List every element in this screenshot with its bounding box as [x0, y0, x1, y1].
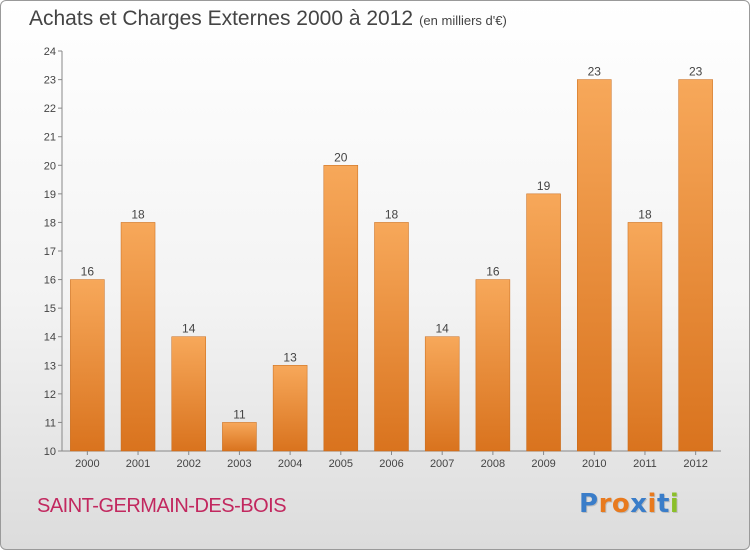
logo-letter: o [611, 489, 631, 519]
data-label-2002: 14 [182, 322, 196, 336]
x-tick-label-2004: 2004 [278, 458, 302, 470]
data-label-2011: 18 [638, 207, 652, 221]
y-tick-label: 12 [44, 389, 56, 401]
bar-2002 [171, 336, 206, 452]
x-tick-label-2007: 2007 [430, 458, 454, 470]
y-tick-label: 18 [44, 217, 56, 229]
y-tick-label: 20 [44, 160, 56, 172]
data-label-2006: 18 [385, 207, 399, 221]
bar-2006 [374, 222, 409, 452]
proxiti-logo[interactable]: Proxiti [579, 489, 679, 519]
y-tick-label: 22 [44, 103, 56, 115]
x-tick-label-2005: 2005 [329, 458, 353, 470]
y-tick-label: 11 [45, 417, 56, 429]
x-tick-label-2002: 2002 [176, 458, 200, 470]
x-tick-label-2012: 2012 [683, 458, 707, 470]
chart-subtitle: (en milliers d'€) [419, 13, 507, 28]
logo-letter: r [598, 489, 612, 519]
chart-title: Achats et Charges Externes 2000 à 2012 [29, 7, 414, 30]
commune-name: SAINT-GERMAIN-DES-BOIS [37, 495, 287, 517]
y-tick-label: 13 [44, 360, 56, 372]
x-tick-label-2009: 2009 [531, 458, 555, 470]
data-label-2001: 18 [131, 207, 145, 221]
chart-title-row: Achats et Charges Externes 2000 à 2012 (e… [29, 7, 507, 31]
logo-letter: t [656, 489, 670, 519]
data-label-2005: 20 [334, 150, 348, 164]
logo-letter: P [579, 489, 599, 519]
data-label-2007: 14 [436, 322, 450, 336]
bar-2010 [577, 79, 612, 452]
data-label-2010: 23 [588, 65, 602, 79]
data-label-2008: 16 [486, 265, 500, 279]
bar-2003 [222, 422, 257, 452]
y-tick-label: 19 [44, 189, 56, 201]
x-tick-label-2010: 2010 [582, 458, 606, 470]
data-label-2009: 19 [537, 179, 551, 193]
y-tick-label: 14 [44, 332, 56, 344]
bar-2011 [627, 222, 663, 452]
y-tick-label: 24 [44, 46, 56, 58]
logo-letter: x [630, 489, 648, 519]
x-tick-label-2011: 2011 [633, 458, 657, 470]
bar-2007 [424, 336, 460, 452]
x-tick-label-2001: 2001 [126, 458, 150, 470]
x-tick-label-2003: 2003 [227, 458, 251, 470]
bar-2000 [70, 279, 105, 452]
y-tick-label: 21 [44, 132, 56, 144]
y-tick-label: 15 [44, 303, 56, 315]
bar-2008 [475, 279, 511, 452]
data-label-2004: 13 [283, 350, 297, 364]
bar-2004 [272, 365, 308, 452]
y-tick-label: 16 [44, 275, 56, 287]
y-tick-label: 17 [44, 246, 56, 258]
bar-2009 [526, 193, 561, 452]
data-label-2000: 16 [81, 265, 95, 279]
y-tick-label: 10 [44, 446, 56, 458]
x-tick-label-2006: 2006 [379, 458, 403, 470]
data-label-2012: 23 [689, 65, 703, 79]
x-tick-label-2000: 2000 [75, 458, 99, 470]
y-tick-label: 23 [44, 75, 56, 87]
bar-2012 [678, 79, 713, 452]
logo-letter: i [669, 489, 680, 519]
x-tick-label-2008: 2008 [481, 458, 505, 470]
bar-2001 [120, 222, 156, 452]
logo-letter: i [647, 489, 657, 519]
data-label-2003: 11 [233, 407, 246, 421]
bar-2005 [323, 165, 359, 452]
